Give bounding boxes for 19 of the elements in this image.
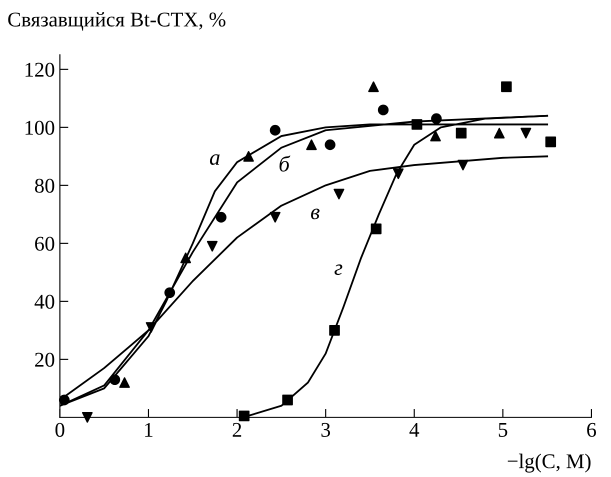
y-tick-label: 40 — [34, 294, 54, 309]
annotation: г — [334, 264, 342, 276]
y-tick-label: 60 — [35, 236, 54, 251]
x-tick-label: 2 — [232, 422, 242, 437]
x-tick-label: 5 — [498, 423, 508, 437]
y-tick-label: 20 — [35, 352, 54, 367]
y-tick-label: 100 — [26, 120, 54, 135]
annotation: а — [210, 154, 220, 165]
annotation: б — [280, 156, 290, 172]
annotation: в — [311, 208, 320, 220]
x-tick-label: 1 — [145, 422, 152, 437]
x-tick-label: 0 — [55, 422, 64, 437]
y-tick-label: 80 — [34, 178, 54, 193]
x-axis-title: −lg(C, M) — [508, 454, 591, 473]
x-tick-label: 3 — [321, 422, 330, 437]
y-axis-title: Связавщийся Bt-СТХ, % — [8, 12, 226, 31]
x-tick-label: 4 — [409, 422, 420, 437]
y-tick-label: 120 — [26, 62, 54, 77]
x-tick-label: 6 — [587, 422, 596, 437]
